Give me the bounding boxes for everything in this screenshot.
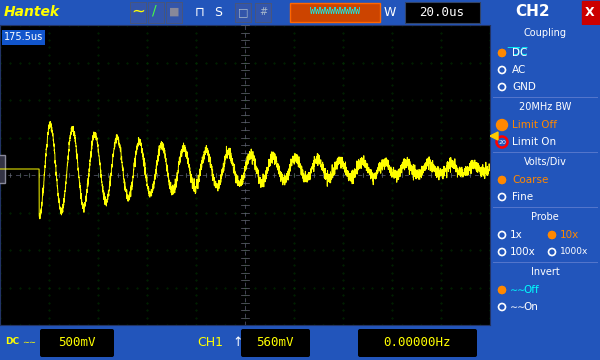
- Text: 100x: 100x: [510, 247, 536, 257]
- Bar: [148, 2, 164, 23]
- Bar: [166, 2, 182, 23]
- Circle shape: [497, 120, 508, 130]
- Text: 20: 20: [498, 139, 506, 144]
- Bar: [582, 1, 599, 24]
- Text: ∼∼: ∼∼: [510, 302, 526, 312]
- Circle shape: [499, 287, 505, 293]
- Bar: [255, 3, 271, 22]
- Text: ⊓: ⊓: [195, 5, 205, 18]
- Text: Volts/Div: Volts/Div: [524, 157, 566, 167]
- Text: ̅D̅C̅: ̅D̅C̅: [512, 47, 527, 57]
- Text: ■: ■: [169, 7, 179, 17]
- Text: X: X: [585, 5, 595, 18]
- Text: Probe: Probe: [531, 212, 559, 222]
- Text: CH2: CH2: [515, 4, 550, 19]
- Text: Limit On: Limit On: [512, 137, 556, 147]
- Text: 560mV: 560mV: [256, 336, 294, 348]
- Text: 500mV: 500mV: [58, 336, 96, 348]
- Text: WWWWWWWWWW: WWWWWWWWWW: [310, 8, 360, 17]
- FancyBboxPatch shape: [358, 329, 477, 357]
- Bar: [490, 0, 600, 25]
- Text: Invert: Invert: [530, 267, 559, 277]
- Text: 1x: 1x: [510, 230, 523, 240]
- Text: ∼∼: ∼∼: [510, 285, 526, 295]
- Text: Fine: Fine: [512, 192, 533, 202]
- FancyBboxPatch shape: [241, 329, 310, 357]
- FancyBboxPatch shape: [40, 329, 114, 357]
- Text: Hantek: Hantek: [4, 5, 60, 19]
- Text: 10x: 10x: [560, 230, 579, 240]
- Text: ↑: ↑: [232, 336, 242, 348]
- Text: GND: GND: [512, 82, 536, 92]
- Text: 1000x: 1000x: [560, 248, 589, 256]
- Text: 20.0us: 20.0us: [419, 5, 464, 18]
- Text: DC: DC: [5, 338, 19, 346]
- Polygon shape: [490, 132, 498, 140]
- Text: 175.5us: 175.5us: [4, 32, 43, 42]
- Text: Off: Off: [523, 285, 539, 295]
- Text: W: W: [384, 5, 396, 18]
- Bar: [235, 3, 251, 22]
- Text: ∼∼: ∼∼: [22, 338, 36, 346]
- Bar: [405, 2, 480, 23]
- Circle shape: [499, 49, 505, 57]
- Text: #: #: [259, 7, 267, 17]
- Text: DC: DC: [512, 48, 527, 58]
- Bar: [290, 3, 380, 22]
- Text: S: S: [214, 5, 222, 18]
- Bar: [130, 2, 146, 23]
- Text: □: □: [238, 7, 248, 17]
- Text: 20MHz BW: 20MHz BW: [519, 102, 571, 112]
- Circle shape: [548, 231, 556, 238]
- Text: /: /: [152, 4, 157, 18]
- Text: Limit Off: Limit Off: [512, 120, 557, 130]
- Text: ~: ~: [131, 3, 145, 21]
- Text: 20: 20: [497, 122, 506, 127]
- Text: Coarse: Coarse: [512, 175, 548, 185]
- Circle shape: [499, 176, 505, 184]
- Text: CH1: CH1: [197, 336, 223, 348]
- Text: 0.00000Hz: 0.00000Hz: [383, 336, 451, 348]
- Text: AC: AC: [512, 65, 526, 75]
- Text: Coupling: Coupling: [523, 28, 566, 38]
- Text: On: On: [523, 302, 538, 312]
